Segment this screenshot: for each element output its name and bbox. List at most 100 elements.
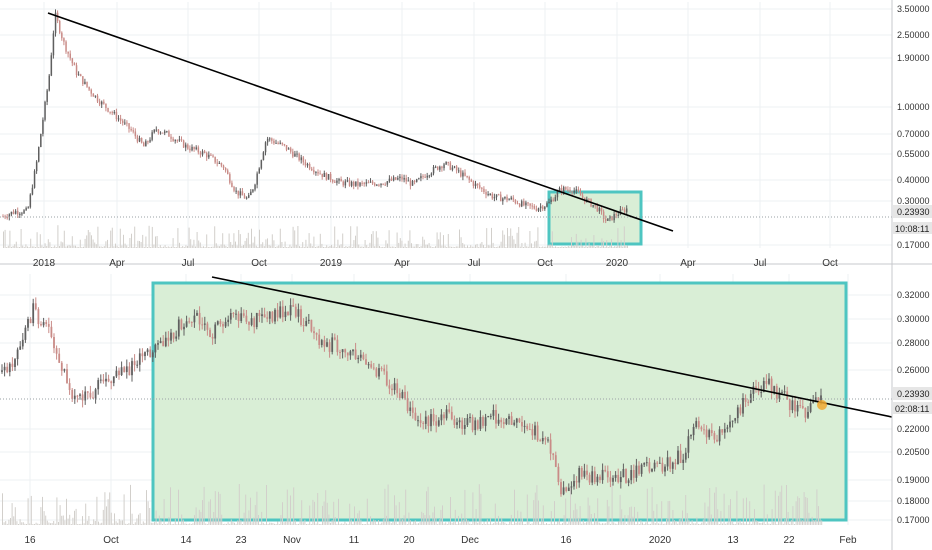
top-y-tick-label: 0.40000 — [897, 175, 930, 185]
bottom-candle-body — [736, 407, 739, 419]
top-y-tick-label: 0.70000 — [897, 129, 930, 139]
bottom-volume-bar — [806, 497, 808, 525]
bottom-volume-bar — [426, 491, 427, 525]
bottom-volume-bar — [144, 522, 146, 525]
bottom-trendline[interactable] — [211, 276, 893, 418]
bottom-candle-body — [783, 391, 786, 393]
top-x-tick-label: 2019 — [320, 258, 343, 269]
top-highlight-box[interactable] — [547, 190, 643, 246]
bottom-highlight-box[interactable] — [151, 281, 848, 522]
top-x-tick-label: Apr — [394, 258, 410, 269]
bottom-candle-body — [502, 422, 505, 425]
bottom-candle-body — [510, 416, 513, 425]
bottom-volume-bar — [506, 523, 507, 525]
bottom-x-tick-label: Nov — [283, 535, 301, 546]
top-volume-bar — [268, 245, 270, 248]
top-volume-bar — [257, 247, 259, 248]
bottom-volume-bar — [82, 516, 83, 525]
bottom-volume-bar — [272, 523, 274, 525]
bottom-candle-body — [474, 420, 477, 431]
bottom-volume-bar — [19, 519, 21, 525]
bottom-candle-body — [552, 453, 555, 456]
bottom-candle-body — [788, 399, 791, 411]
bottom-volume-bar — [637, 511, 639, 525]
top-candle-body — [500, 194, 502, 202]
bottom-volume-bar — [157, 523, 159, 525]
bottom-candle-body — [375, 368, 378, 377]
top-volume-bar — [119, 228, 121, 248]
top-volume-bar — [167, 246, 169, 248]
bottom-candle-body — [601, 469, 604, 481]
top-candle-body — [357, 181, 359, 186]
top-volume-bar — [27, 246, 28, 248]
bottom-volume-bar — [178, 489, 179, 525]
top-candle-body — [243, 195, 246, 199]
bottom-volume-bar — [552, 523, 554, 525]
bottom-candle-body — [287, 311, 289, 316]
top-volume-bar — [156, 236, 158, 248]
bottom-x-tick-label: 20 — [403, 535, 415, 546]
bottom-volume-bar — [392, 521, 394, 525]
bottom-volume-bar — [530, 524, 531, 525]
bottom-candle-body — [570, 486, 573, 488]
top-candle-body — [294, 153, 296, 157]
top-candle-body — [138, 138, 141, 142]
top-candle-body — [136, 136, 139, 142]
bottom-x-tick-label: 23 — [235, 535, 247, 546]
bottom-candle-body — [232, 313, 235, 314]
top-volume-bar — [441, 245, 443, 248]
top-volume-bar — [25, 244, 27, 248]
top-volume-bar — [569, 246, 571, 248]
top-volume-bar — [307, 246, 308, 248]
top-volume-bar — [153, 244, 155, 248]
top-candle-body — [216, 162, 218, 164]
bottom-volume-bar — [706, 523, 707, 525]
bottom-volume-bar — [614, 523, 616, 525]
bottom-candle-body — [638, 465, 640, 474]
bottom-candle-body — [409, 407, 412, 411]
top-volume-bar — [251, 228, 252, 248]
bottom-volume-bar — [558, 518, 560, 525]
bottom-volume-bar — [512, 524, 514, 525]
top-candle-body — [296, 153, 298, 155]
top-volume-bar — [275, 247, 276, 248]
top-volume-bar — [235, 241, 236, 248]
bottom-candle-body — [430, 414, 432, 427]
top-candle-body — [235, 190, 237, 192]
top-y-tick-label: 3.50000 — [897, 4, 930, 14]
top-volume-bar — [420, 246, 422, 248]
bottom-volume-bar — [634, 506, 635, 525]
bottom-volume-bar — [685, 495, 687, 525]
bottom-volume-bar — [120, 520, 122, 525]
top-volume-bar — [617, 228, 619, 248]
top-volume-bar — [364, 240, 366, 248]
top-volume-bar — [614, 246, 616, 248]
top-candle-body — [386, 181, 389, 185]
bottom-candle-body — [583, 470, 586, 477]
top-candle-body — [594, 205, 596, 207]
bottom-volume-bar — [302, 522, 304, 525]
top-candle-body — [254, 184, 256, 190]
bottom-volume-bar — [643, 524, 645, 525]
top-candle-body — [10, 211, 13, 215]
top-volume-bar — [188, 227, 190, 248]
top-candle-body — [248, 195, 250, 198]
bottom-candle-body — [354, 349, 357, 360]
top-candle-body — [378, 184, 380, 186]
top-volume-bar — [446, 247, 448, 248]
top-volume-bar — [287, 246, 289, 248]
top-volume-bar — [174, 247, 176, 248]
top-candle-body — [269, 138, 271, 140]
top-volume-bar — [529, 231, 531, 248]
bottom-trendline-marker[interactable] — [817, 400, 827, 410]
top-volume-bar — [71, 236, 73, 248]
top-volume-bar — [433, 247, 435, 248]
bottom-volume-bar — [557, 521, 559, 525]
bottom-candle-body — [380, 368, 383, 370]
top-trendline[interactable] — [47, 12, 674, 232]
bottom-volume-bar — [256, 491, 258, 525]
top-volume-bar — [6, 247, 8, 248]
top-x-tick-label: Oct — [822, 258, 838, 269]
top-volume-bar — [223, 244, 225, 248]
